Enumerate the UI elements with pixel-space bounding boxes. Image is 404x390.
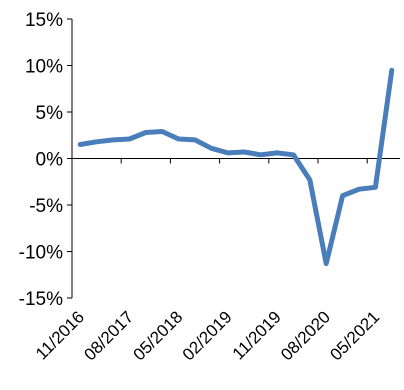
x-axis: 11/201608/201705/201802/201911/201908/20… [32,158,400,364]
y-tick-label: -10% [19,243,63,264]
y-tick-label: 15% [25,10,63,31]
x-tick-label: 05/2018 [130,307,187,364]
x-tick-label: 11/2016 [32,307,88,363]
x-tick-label: 11/2019 [229,307,285,363]
y-axis: 15% 10% 5% 0% -5% -10% -15% [19,10,73,310]
x-tick-label: 08/2020 [277,307,334,364]
x-tick-label: 08/2017 [80,307,137,364]
series-line [77,67,395,267]
y-tick-label: 5% [36,103,64,124]
x-tick-label: 02/2019 [179,307,236,364]
y-tick-label: 10% [25,57,63,78]
y-tick-label: -5% [29,196,63,217]
x-tick-label: 05/2021 [326,307,383,364]
y-tick-label: -15% [19,289,63,310]
y-tick-label: 0% [36,150,64,171]
series-layer [77,67,395,267]
